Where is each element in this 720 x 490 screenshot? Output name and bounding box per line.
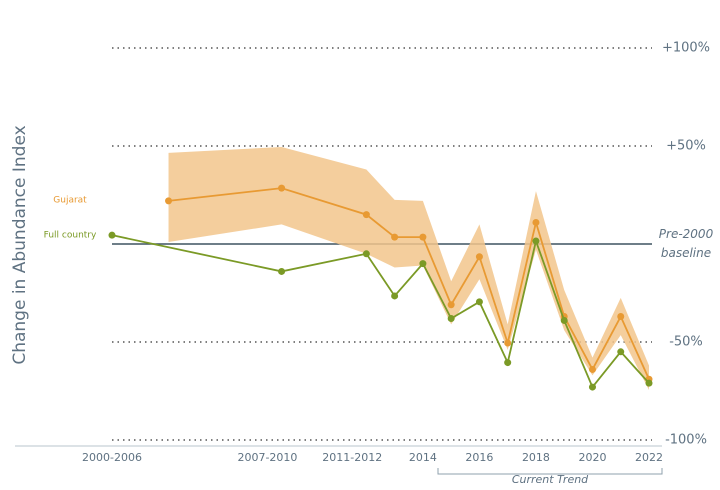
x-tick-label: 2014 [409,451,437,464]
point [588,383,596,391]
point [645,379,653,387]
point [504,359,512,367]
y-tick-label: -100% [665,433,707,448]
bracket [437,468,663,475]
point [419,260,427,268]
point [362,250,370,258]
baseline-label: Pre-2000 baseline [658,227,714,260]
annotation: Current Trend [512,473,589,486]
series-label: Gujarat [53,195,87,205]
x-tick-label: 2000-2006 [82,451,142,464]
point [532,218,540,226]
point [278,267,286,275]
point [391,233,399,241]
point [447,314,455,322]
y-axis-title: Change in Abundance Index [10,125,30,364]
x-tick-label: 2007-2010 [237,451,297,464]
point [532,237,540,245]
point [391,292,399,300]
point [617,348,625,356]
point [560,316,568,324]
series-label: Full country [44,231,97,241]
x-tick-label: 2020 [578,451,606,464]
y-tick-label: -50% [669,335,703,350]
x-tick-label: 2016 [465,451,493,464]
x-tick-label: 2022 [635,451,663,464]
point [475,298,483,306]
point [504,339,512,347]
x-tick-label: 2018 [522,451,550,464]
y-tick-label: +50% [666,139,706,154]
point [165,197,173,205]
point [278,184,286,192]
point [447,301,455,309]
point [108,231,116,239]
x-tick-label: 2011-2012 [322,451,382,464]
point [588,365,596,373]
point [362,211,370,219]
confidence-band [168,146,650,391]
point [475,253,483,261]
point [419,233,427,241]
point [617,313,625,321]
y-tick-label: +100% [662,41,710,56]
